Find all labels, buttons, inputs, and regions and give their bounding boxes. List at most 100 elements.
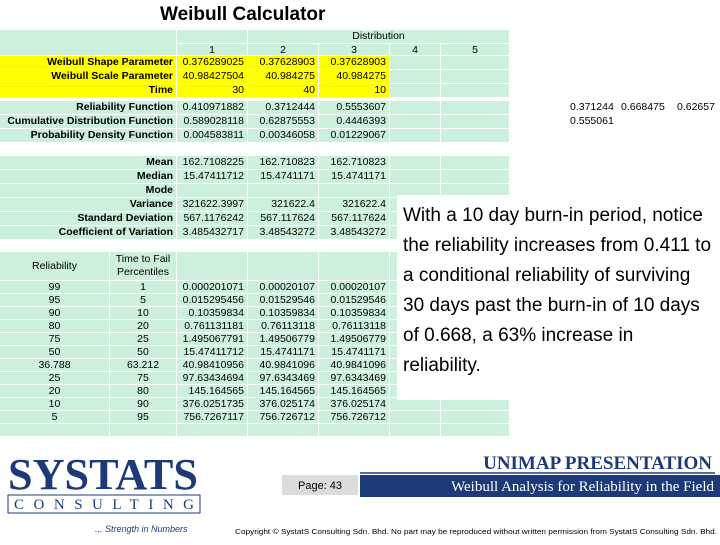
column-header: 3 <box>319 44 390 56</box>
row-label: Variance <box>0 198 177 212</box>
value-cell: 0.3712444 <box>248 101 319 115</box>
value-cell: 756.7267117 <box>177 411 248 424</box>
reliability: 99 <box>0 281 110 294</box>
value-cell <box>390 170 441 184</box>
value-cell: 145.164565 <box>319 385 390 398</box>
percentile: 75 <box>110 372 177 385</box>
value-cell: 567.117624 <box>248 212 319 226</box>
value-cell: 0.004583811 <box>177 129 248 143</box>
side-value: 0.62657 <box>677 101 715 113</box>
value-cell: 40.9841096 <box>248 359 319 372</box>
value-cell <box>441 56 510 70</box>
column-header: 1 <box>177 44 248 56</box>
value-cell: 0.376289025 <box>177 56 248 70</box>
value-cell <box>441 170 510 184</box>
row-blank <box>390 424 441 437</box>
value-cell: 0.589028118 <box>177 115 248 129</box>
header-pad <box>319 252 390 281</box>
value-cell <box>319 184 390 198</box>
value-cell <box>390 101 441 115</box>
value-cell: 321622.3997 <box>177 198 248 212</box>
reliability: 80 <box>0 320 110 333</box>
value-cell: 0.76113118 <box>248 320 319 333</box>
value-cell: 0.62875553 <box>248 115 319 129</box>
reliability: 50 <box>0 346 110 359</box>
value-cell: 30 <box>177 84 248 98</box>
value-cell: 145.164565 <box>177 385 248 398</box>
value-cell: 1.49506779 <box>248 333 319 346</box>
value-cell: 0.10359834 <box>177 307 248 320</box>
value-cell: 40.9841096 <box>319 359 390 372</box>
row-label: Coefficient of Variation <box>0 226 177 240</box>
value-cell: 567.117624 <box>319 212 390 226</box>
reliability: 10 <box>0 398 110 411</box>
value-cell <box>177 184 248 198</box>
value-cell <box>390 129 441 143</box>
value-cell: 0.761131181 <box>177 320 248 333</box>
subject-bar <box>360 475 720 497</box>
value-cell <box>390 84 441 98</box>
copyright: Copyright © SystatS Consulting Sdn. Bhd.… <box>235 527 717 536</box>
header-blank <box>0 30 177 56</box>
logo: SYSTATS <box>8 450 198 499</box>
row-label: Reliability Function <box>0 101 177 115</box>
reliability: 90 <box>0 307 110 320</box>
value-cell: 756.726712 <box>319 411 390 424</box>
footer-graphics: SYSTATS CONSULTING ... Strength in Numbe… <box>7 450 720 536</box>
value-cell: 0.10359834 <box>248 307 319 320</box>
value-cell <box>441 398 510 411</box>
value-cell: 40.98427504 <box>177 70 248 84</box>
value-cell: 321622.4 <box>319 198 390 212</box>
value-cell: 40.984275 <box>248 70 319 84</box>
row-label: Mean <box>0 156 177 170</box>
value-cell: 40 <box>248 84 319 98</box>
value-cell <box>441 411 510 424</box>
value-cell: 0.01529546 <box>248 294 319 307</box>
value-cell: 162.7108225 <box>177 156 248 170</box>
value-cell: 0.37628903 <box>248 56 319 70</box>
side-value: 0.555061 <box>570 115 614 127</box>
value-cell: 10 <box>319 84 390 98</box>
value-cell: 15.47411712 <box>177 170 248 184</box>
percentile: 10 <box>110 307 177 320</box>
value-cell <box>390 70 441 84</box>
row-label: Time <box>0 84 177 98</box>
page-box <box>282 475 358 495</box>
value-cell: 97.6343469 <box>319 372 390 385</box>
value-cell <box>441 101 510 115</box>
value-cell: 0.01529546 <box>319 294 390 307</box>
value-cell: 0.00020107 <box>248 281 319 294</box>
value-cell: 376.025174 <box>248 398 319 411</box>
value-cell: 0.10359834 <box>319 307 390 320</box>
value-cell: 3.485432717 <box>177 226 248 240</box>
row-blank <box>177 424 248 437</box>
value-cell: 0.4446393 <box>319 115 390 129</box>
reliability: 5 <box>0 411 110 424</box>
value-cell <box>390 115 441 129</box>
row-blank <box>248 424 319 437</box>
row-label: Cumulative Distribution Function <box>0 115 177 129</box>
header-pad <box>177 30 248 44</box>
value-cell: 0.015295456 <box>177 294 248 307</box>
row-blank <box>319 424 390 437</box>
value-cell <box>248 184 319 198</box>
reliability: 75 <box>0 333 110 346</box>
value-cell: 0.5553607 <box>319 101 390 115</box>
column-header: 5 <box>441 44 510 56</box>
row-label: Standard Deviation <box>0 212 177 226</box>
percentile: 1 <box>110 281 177 294</box>
value-cell <box>441 129 510 143</box>
percentile: 20 <box>110 320 177 333</box>
value-cell <box>441 115 510 129</box>
side-value: 0.668475 <box>621 101 665 113</box>
value-cell: 15.4741171 <box>248 346 319 359</box>
value-cell <box>390 411 441 424</box>
value-cell: 756.726712 <box>248 411 319 424</box>
value-cell <box>441 84 510 98</box>
percentile: 95 <box>110 411 177 424</box>
value-cell: 0.00346058 <box>248 129 319 143</box>
value-cell: 3.48543272 <box>248 226 319 240</box>
value-cell: 321622.4 <box>248 198 319 212</box>
value-cell: 1.495067791 <box>177 333 248 346</box>
